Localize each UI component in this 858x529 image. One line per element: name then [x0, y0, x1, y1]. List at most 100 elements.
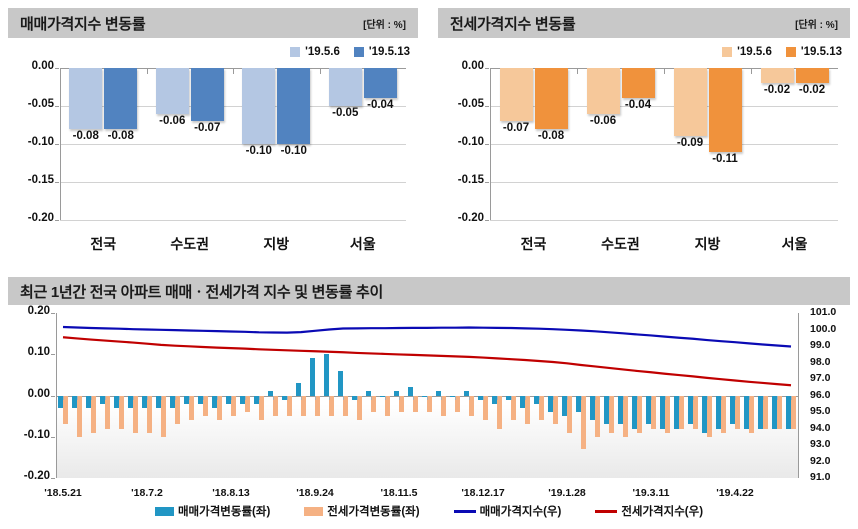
- y-axis-left-label: -0.20: [23, 470, 50, 482]
- y-tick: [55, 220, 59, 221]
- trend-bar: [449, 395, 455, 397]
- bar-value-label: -0.04: [624, 99, 652, 112]
- x-axis-date-label: '19.3.11: [632, 487, 670, 499]
- x-tick: [175, 395, 176, 400]
- x-axis-date-label: '18.7.2: [131, 487, 163, 499]
- trend-bar: [175, 395, 180, 425]
- x-tick: [399, 395, 400, 400]
- gridline: [490, 220, 838, 221]
- y-tick: [55, 144, 59, 145]
- y-axis-right-label: 97.0: [810, 372, 831, 384]
- x-tick: [287, 395, 288, 400]
- trend-bar: [351, 395, 357, 400]
- y-tick-left: [51, 313, 55, 314]
- bar: [190, 68, 224, 122]
- gridline: [490, 106, 838, 107]
- gridline: [60, 220, 406, 221]
- legend-label-curr: '19.5.13: [368, 46, 410, 58]
- x-axis-date-label: '19.4.22: [716, 487, 754, 499]
- y-axis-label: 0.00: [461, 60, 484, 72]
- bar-value-label: -0.10: [280, 145, 307, 157]
- gridline: [60, 106, 406, 107]
- trend-bar: [133, 395, 138, 433]
- trend-bar: [239, 395, 245, 404]
- bar-value-label: -0.09: [676, 137, 704, 150]
- bar-value-label: -0.10: [245, 145, 272, 157]
- sale-chart-legend: '19.5.6 '19.5.13: [276, 46, 410, 58]
- x-tick: [319, 68, 321, 74]
- trend-bar: [91, 395, 96, 433]
- trend-bar: [399, 395, 404, 412]
- y-axis-label: -0.05: [457, 98, 484, 110]
- trend-bar: [57, 395, 63, 408]
- trend-bar: [197, 395, 203, 404]
- bar-value-label: -0.06: [159, 114, 186, 127]
- trend-bar: [231, 395, 236, 417]
- trend-bar: [169, 395, 175, 408]
- trend-bar: [651, 395, 656, 429]
- x-tick: [455, 395, 456, 400]
- trend-bar: [189, 395, 194, 421]
- trend-bar: [721, 395, 726, 433]
- trend-bar: [77, 395, 82, 437]
- trend-bar: [547, 395, 553, 412]
- legend-item: 전세가격지수(우): [595, 503, 703, 519]
- x-tick: [441, 395, 442, 400]
- bar: [621, 68, 655, 99]
- bar: [586, 68, 620, 114]
- x-axis-category-label: 전국: [90, 236, 117, 252]
- x-tick: [577, 68, 578, 74]
- y-axis-line: [60, 68, 61, 220]
- trend-bar: [309, 358, 315, 396]
- legend-label: 전세가격변동률(좌): [327, 506, 420, 518]
- x-tick: [133, 395, 134, 400]
- bar: [673, 68, 707, 137]
- y-tick: [55, 182, 59, 183]
- bar: [104, 68, 138, 129]
- trend-bar: [245, 395, 250, 412]
- x-tick: [539, 395, 540, 400]
- bar-value-label: -0.08: [72, 129, 99, 142]
- x-tick: [511, 395, 512, 400]
- trend-bar: [63, 395, 68, 425]
- x-tick: [651, 395, 652, 400]
- y-tick-left: [51, 395, 55, 397]
- bar-value-label: -0.08: [537, 129, 565, 142]
- trend-bar: [631, 395, 637, 429]
- legend-swatch-curr: [353, 47, 364, 57]
- y-tick: [485, 106, 489, 107]
- bar-value-label: -0.11: [712, 152, 738, 165]
- x-tick: [777, 395, 778, 400]
- x-tick: [693, 395, 694, 400]
- x-tick: [329, 395, 330, 400]
- trend-bar: [225, 395, 231, 404]
- x-tick: [233, 68, 234, 74]
- trend-bar: [183, 395, 189, 404]
- x-axis-category-label: 서울: [349, 236, 376, 252]
- x-tick: [259, 395, 260, 400]
- trend-bar: [729, 395, 735, 425]
- trend-bar: [777, 395, 782, 429]
- bar: [760, 68, 794, 84]
- trend-bar: [561, 395, 567, 417]
- bar: [155, 68, 189, 114]
- trend-bar: [71, 395, 77, 408]
- x-axis-date-label: '18.12.17: [461, 487, 505, 499]
- trend-bar: [315, 395, 320, 417]
- jeonse-panel-title: 전세가격지수 변동률: [450, 15, 576, 33]
- x-axis-category-label: 수도권: [170, 236, 210, 252]
- x-tick: [301, 395, 302, 400]
- x-tick: [315, 395, 316, 400]
- trend-bar: [421, 395, 427, 397]
- trend-bar: [323, 354, 329, 396]
- trend-bar: [329, 395, 334, 417]
- trend-bar: [281, 395, 287, 400]
- legend-label: 매매가격변동률(좌): [177, 506, 271, 518]
- y-axis-right-label: 91.0: [810, 471, 831, 483]
- x-tick: [371, 395, 372, 400]
- x-tick: [763, 395, 764, 400]
- y-axis-label: 0.00: [31, 60, 54, 72]
- x-tick: [63, 395, 64, 400]
- y-axis-right-label: 94.0: [810, 421, 831, 434]
- x-tick: [497, 395, 498, 400]
